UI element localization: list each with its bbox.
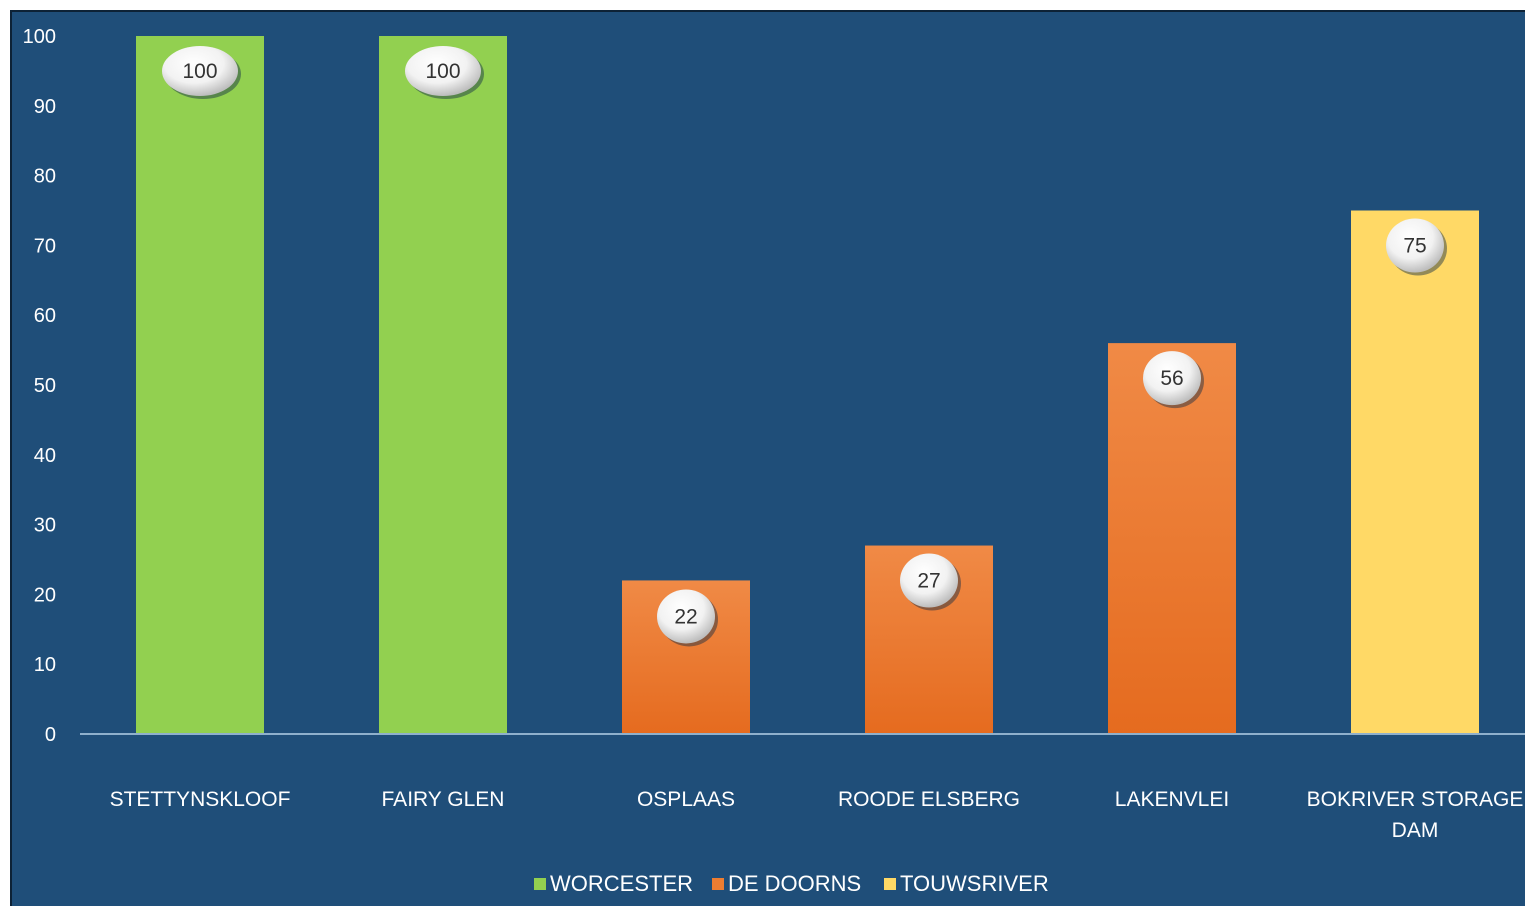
data-label-text: 22 <box>674 605 697 628</box>
y-tick-label: 40 <box>34 445 56 467</box>
y-tick-label: 70 <box>34 235 56 257</box>
data-label-text: 100 <box>182 60 217 83</box>
y-tick-label: 50 <box>34 375 56 397</box>
y-tick-label: 60 <box>34 305 56 327</box>
data-label-bubble <box>1143 351 1201 406</box>
y-tick-label: 90 <box>34 96 56 118</box>
legend-label: WORCESTER <box>550 871 693 896</box>
legend-item: TOUWSRIVER <box>884 871 1049 896</box>
chart-frame: 0 10 20 30 40 50 60 70 80 90 100 100 100 22 27 56 75 ST… <box>10 10 1525 906</box>
data-label: 100 <box>162 46 241 99</box>
y-tick-label: 0 <box>45 724 56 746</box>
y-tick-label: 10 <box>34 654 56 676</box>
legend-item: WORCESTER <box>534 871 693 896</box>
data-label-bubble <box>162 46 238 96</box>
y-axis: 0 10 20 30 40 50 60 70 80 90 100 <box>23 26 56 746</box>
x-tick-label: OSPLAAS <box>637 788 735 811</box>
x-tick-label: FAIRY GLEN <box>382 788 505 811</box>
legend-label: TOUWSRIVER <box>900 871 1049 896</box>
bar <box>1351 210 1479 734</box>
data-label-text: 100 <box>425 60 460 83</box>
legend-swatch <box>712 878 724 890</box>
legend: WORCESTER DE DOORNS TOUWSRIVER <box>534 871 1049 896</box>
bar <box>379 36 507 734</box>
data-label-bubble <box>900 553 958 608</box>
data-label-bubble <box>405 46 481 96</box>
x-axis-categories: STETTYNSKLOOF FAIRY GLEN OSPLAAS ROODE ELSB… <box>110 788 1524 842</box>
bar <box>136 36 264 734</box>
data-label: 22 <box>657 589 718 647</box>
data-label: 56 <box>1143 351 1204 409</box>
x-tick-label: ROODE ELSBERG <box>838 788 1020 811</box>
y-tick-label: 80 <box>34 166 56 188</box>
data-label-text: 27 <box>917 570 940 593</box>
bars <box>136 36 1479 734</box>
data-label: 75 <box>1386 218 1447 276</box>
legend-item: DE DOORNS <box>712 871 861 896</box>
data-label-text: 56 <box>1160 367 1183 390</box>
bar <box>1108 343 1236 734</box>
x-tick-label: LAKENVLEI <box>1115 788 1229 811</box>
x-tick-label: BOKRIVER STORAGE <box>1307 788 1524 811</box>
data-label: 27 <box>900 553 961 611</box>
bar-chart: 0 10 20 30 40 50 60 70 80 90 100 100 100 22 27 56 75 ST… <box>23 26 1525 896</box>
x-tick-label: STETTYNSKLOOF <box>110 788 291 811</box>
data-label-bubble <box>657 589 715 644</box>
data-label: 100 <box>405 46 484 99</box>
legend-swatch <box>534 878 546 890</box>
data-label-text: 75 <box>1403 235 1426 258</box>
legend-swatch <box>884 878 896 890</box>
y-tick-label: 20 <box>34 584 56 606</box>
y-tick-label: 100 <box>23 26 56 48</box>
data-labels: 100 100 22 27 56 75 <box>162 46 1447 647</box>
legend-label: DE DOORNS <box>728 871 861 896</box>
x-tick-label: DAM <box>1392 819 1439 842</box>
data-label-bubble <box>1386 218 1444 273</box>
y-tick-label: 30 <box>34 515 56 537</box>
